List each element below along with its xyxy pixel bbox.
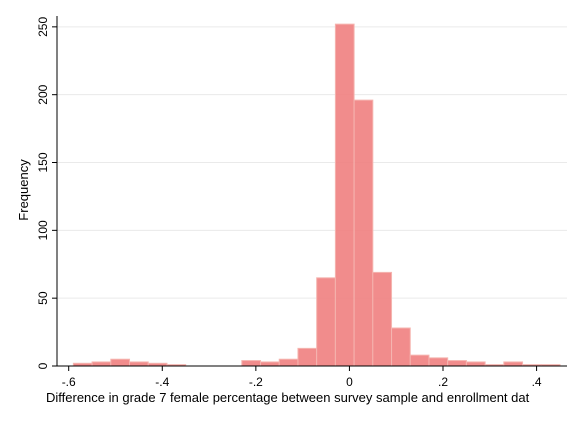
y-axis-title: Frequency [16,159,31,221]
y-tick-label: 0 [36,362,50,369]
x-axis-ticks: -.6 -.4 -.2 0 .2 .4 [62,366,542,389]
y-tick-label: 100 [36,220,50,240]
x-tick-label: 0 [346,375,353,389]
histogram-bar [447,360,467,367]
x-tick-label: .4 [532,375,542,389]
x-axis-title: Difference in grade 7 female percentage … [46,390,530,405]
histogram-bar [241,360,262,367]
x-tick-label: -.6 [62,375,76,389]
histogram-bar [278,358,299,367]
x-tick-label: .2 [438,375,448,389]
histogram-bar [297,347,318,367]
histogram-bar [428,357,449,367]
histogram-bar [465,361,486,367]
y-tick-label: 150 [36,152,50,172]
histogram-bar [409,354,430,367]
histogram-bar [110,358,131,367]
x-tick-label: -.2 [249,375,263,389]
histogram-bar [316,277,336,367]
histogram-bar [129,361,149,367]
histogram-bars [72,23,561,367]
histogram-bar [334,23,355,367]
histogram-bar [353,99,374,367]
y-tick-label: 250 [36,17,50,37]
gridlines [57,26,567,299]
y-axis-ticks: 0 50 100 150 200 250 [36,17,57,369]
histogram-bar [372,271,393,367]
y-tick-label: 50 [36,291,50,305]
histogram-bar [391,327,411,367]
histogram-bar [260,361,280,367]
y-tick-label: 200 [36,84,50,104]
histogram-bar [503,361,524,367]
histogram-bar [91,361,112,367]
x-tick-label: -.4 [155,375,169,389]
